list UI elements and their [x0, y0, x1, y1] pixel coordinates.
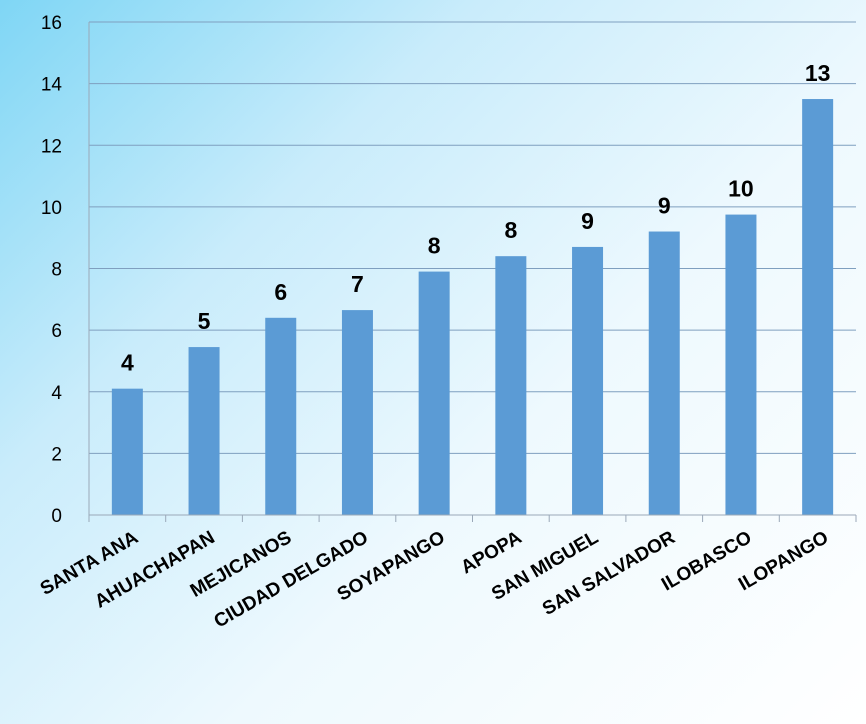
data-label: 13 [805, 60, 831, 86]
y-tick-label: 4 [51, 383, 62, 404]
bar [648, 231, 680, 515]
data-label: 8 [504, 217, 517, 243]
bar [265, 317, 297, 515]
data-label: 9 [658, 193, 671, 219]
bar [495, 256, 527, 515]
x-axis [88, 22, 857, 522]
y-axis-ticks: 0 2 4 6 8 10 12 14 16 [41, 13, 63, 527]
y-tick-label: 14 [41, 75, 63, 96]
data-label: 7 [351, 271, 364, 297]
bar [341, 310, 373, 515]
bars [111, 99, 834, 515]
y-tick-label: 0 [51, 506, 62, 527]
data-labels: 4 5 6 7 8 8 9 9 10 13 [121, 60, 830, 376]
y-tick-label: 16 [41, 13, 62, 34]
data-label: 10 [728, 176, 754, 202]
bar [802, 99, 834, 515]
y-tick-label: 2 [51, 444, 62, 465]
bar [725, 214, 757, 515]
data-label: 8 [428, 233, 441, 259]
y-tick-label: 12 [41, 136, 62, 157]
bar [418, 271, 450, 515]
bar [572, 246, 604, 515]
bar [111, 388, 143, 515]
bar [188, 347, 220, 515]
data-label: 5 [198, 308, 211, 334]
data-label: 9 [581, 208, 594, 234]
y-tick-label: 8 [51, 260, 62, 281]
data-label: 4 [121, 350, 134, 376]
y-tick-label: 6 [51, 321, 62, 342]
category-label: SAN SALVADOR [539, 527, 679, 620]
y-tick-label: 10 [41, 198, 62, 219]
data-label: 6 [274, 279, 287, 305]
